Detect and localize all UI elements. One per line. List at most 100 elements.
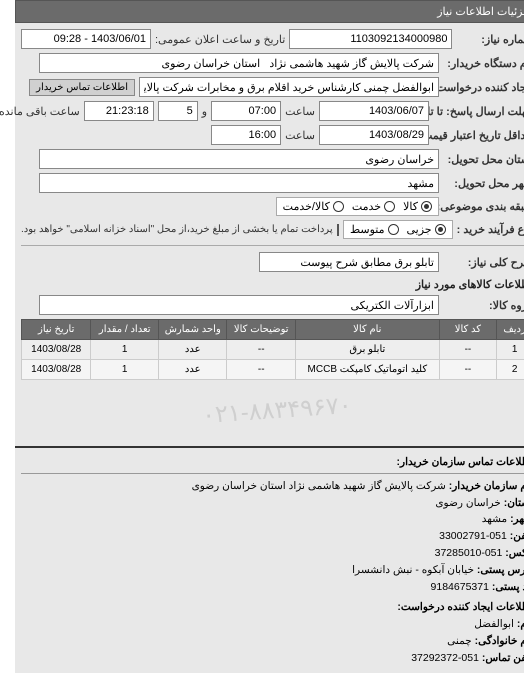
- footer-addr: خیابان آبکوه - نبش دانشسرا: [337, 564, 459, 576]
- table-cell: 2: [482, 360, 518, 380]
- footer-province: خراسان رضوی: [420, 497, 485, 509]
- table-header: نام کالا: [281, 320, 425, 340]
- footer-province-label: استان:: [489, 497, 518, 509]
- table-cell: --: [212, 360, 281, 380]
- footer-addr-label: آدرس پستی:: [462, 564, 518, 576]
- footer-postcode: 9184675371: [416, 581, 474, 593]
- need-no-input[interactable]: [274, 29, 437, 49]
- table-cell: --: [424, 360, 482, 380]
- days-input[interactable]: [143, 101, 183, 121]
- footer-name-label: نام:: [502, 618, 518, 630]
- table-header: ردیف: [482, 320, 518, 340]
- table-cell: عدد: [144, 340, 212, 360]
- validity-time-input[interactable]: [196, 125, 266, 145]
- table-header: کد کالا: [424, 320, 482, 340]
- footer-postcode-label: کد پستی:: [477, 581, 518, 593]
- group-label: گروه کالا:: [428, 299, 518, 312]
- footer-city-label: شهر:: [495, 513, 518, 525]
- table-row[interactable]: 2--کلید اتوماتیک کامپکت MCCB--عدد11403/0…: [7, 360, 518, 380]
- process-label: نوع فرآیند خرید :: [442, 223, 518, 236]
- footer-tel-label: تلفن:: [495, 530, 518, 542]
- city-input[interactable]: [24, 173, 424, 193]
- items-section-title: اطلاعات کالاهای مورد نیاز: [6, 278, 518, 291]
- table-cell: --: [212, 340, 281, 360]
- table-header: تعداد / مقدار: [76, 320, 144, 340]
- treasury-checkbox[interactable]: [322, 224, 324, 236]
- radio-partial[interactable]: جزیی: [392, 223, 431, 236]
- answer-time-label: ساعت: [270, 105, 300, 118]
- desc-input[interactable]: [244, 252, 424, 272]
- footer-city: مشهد: [467, 513, 492, 525]
- contact-buyer-button[interactable]: اطلاعات تماس خریدار: [14, 79, 120, 96]
- announce-input[interactable]: [6, 29, 136, 49]
- table-cell: عدد: [144, 360, 212, 380]
- radio-both[interactable]: کالا/خدمت: [268, 200, 329, 213]
- radio-dot-icon: [373, 224, 384, 235]
- table-cell: 1403/08/28: [7, 360, 76, 380]
- province-label: استان محل تحویل:: [428, 153, 518, 166]
- remain-label: ساعت باقی مانده: [0, 105, 65, 118]
- footer-section: اطلاعات تماس سازمان خریدار: نام سازمان خ…: [0, 446, 524, 673]
- footer-tel2-label: تلفن تماس:: [467, 652, 518, 664]
- process-note: پرداخت تمام یا بخشی از مبلغ خرید،از محل …: [6, 224, 318, 235]
- validity-time-label: ساعت: [270, 129, 300, 142]
- footer-name: ابوالفضل: [459, 618, 499, 630]
- footer-fam-label: نام خانوادگی:: [460, 635, 518, 647]
- items-table: ردیفکد کالانام کالاتوضیحات کالاواحد شمار…: [6, 319, 518, 380]
- buyer-org-input[interactable]: [24, 53, 424, 73]
- radio-kala[interactable]: کالا: [388, 200, 417, 213]
- answer-time-input[interactable]: [196, 101, 266, 121]
- validity-date-input[interactable]: [304, 125, 414, 145]
- footer-reqcreator-title: اطلاعات ایجاد کننده درخواست:: [6, 599, 518, 616]
- header-title: جزئیات اطلاعات نیاز: [422, 6, 515, 18]
- answer-date-input[interactable]: [304, 101, 414, 121]
- table-row[interactable]: 1--تابلو برق--عدد11403/08/28: [7, 340, 518, 360]
- requester-input[interactable]: [124, 77, 424, 97]
- footer-org-label: نام سازمان خریدار:: [434, 480, 518, 492]
- footer-org: شرکت پالایش گاز شهید هاشمی نژاد استان خر…: [177, 480, 431, 492]
- need-no-label: شماره نیاز:: [441, 33, 518, 46]
- radio-medium-label: متوسط: [335, 223, 370, 236]
- validity-label: حداقل تاریخ اعتبار قیمت: تا تاریخ:: [418, 129, 518, 142]
- table-header: توضیحات کالا: [212, 320, 281, 340]
- answer-deadline-label: مهلت ارسال پاسخ: تا تاریخ:: [418, 105, 518, 118]
- radio-dot-icon: [406, 201, 417, 212]
- footer-fax-label: فکس:: [490, 547, 518, 559]
- table-header: واحد شمارش: [144, 320, 212, 340]
- announce-label: تاریخ و ساعت اعلان عمومی:: [140, 33, 270, 46]
- province-input[interactable]: [24, 149, 424, 169]
- buyer-org-label: نام دستگاه خریدار:: [428, 57, 518, 70]
- radio-khadmat-label: خدمت: [337, 200, 366, 213]
- footer-fax: 051-37285010: [420, 547, 488, 559]
- radio-kala-label: کالا: [388, 200, 403, 213]
- process-radio-group: جزیی متوسط: [328, 220, 438, 239]
- footer-fam: چمنی: [432, 635, 456, 647]
- table-cell: 1: [76, 360, 144, 380]
- radio-khadmat[interactable]: خدمت: [337, 200, 380, 213]
- radio-partial-label: جزیی: [392, 223, 417, 236]
- footer-title: اطلاعات تماس سازمان خریدار:: [6, 454, 518, 474]
- group-input[interactable]: [24, 295, 424, 315]
- table-cell: تابلو برق: [281, 340, 425, 360]
- radio-dot-icon: [318, 201, 329, 212]
- table-cell: 1: [482, 340, 518, 360]
- remain-time-input[interactable]: [69, 101, 139, 121]
- radio-dot-icon: [369, 201, 380, 212]
- desc-label: شرح کلی نیاز:: [428, 256, 518, 269]
- table-header: تاریخ نیاز: [7, 320, 76, 340]
- radio-medium[interactable]: متوسط: [335, 223, 384, 236]
- footer-tel2: 051-37292372: [396, 652, 464, 664]
- requester-label: ایجاد کننده درخواست:: [428, 81, 518, 94]
- table-cell: 1403/08/28: [7, 340, 76, 360]
- day-label: و: [187, 105, 192, 118]
- city-label: شهر محل تحویل:: [428, 177, 518, 190]
- type-radio-group: کالا خدمت کالا/خدمت: [261, 197, 424, 216]
- watermark-text: ۰۲۱-۸۸۳۴۹۶۷۰: [186, 390, 337, 429]
- footer-tel: 051-33002791: [424, 530, 492, 542]
- radio-dot-icon: [420, 224, 431, 235]
- table-cell: --: [424, 340, 482, 360]
- table-cell: کلید اتوماتیک کامپکت MCCB: [281, 360, 425, 380]
- section-header: جزئیات اطلاعات نیاز: [0, 0, 524, 23]
- radio-both-label: کالا/خدمت: [268, 200, 315, 213]
- type-label: طبقه بندی موضوعی:: [428, 200, 518, 213]
